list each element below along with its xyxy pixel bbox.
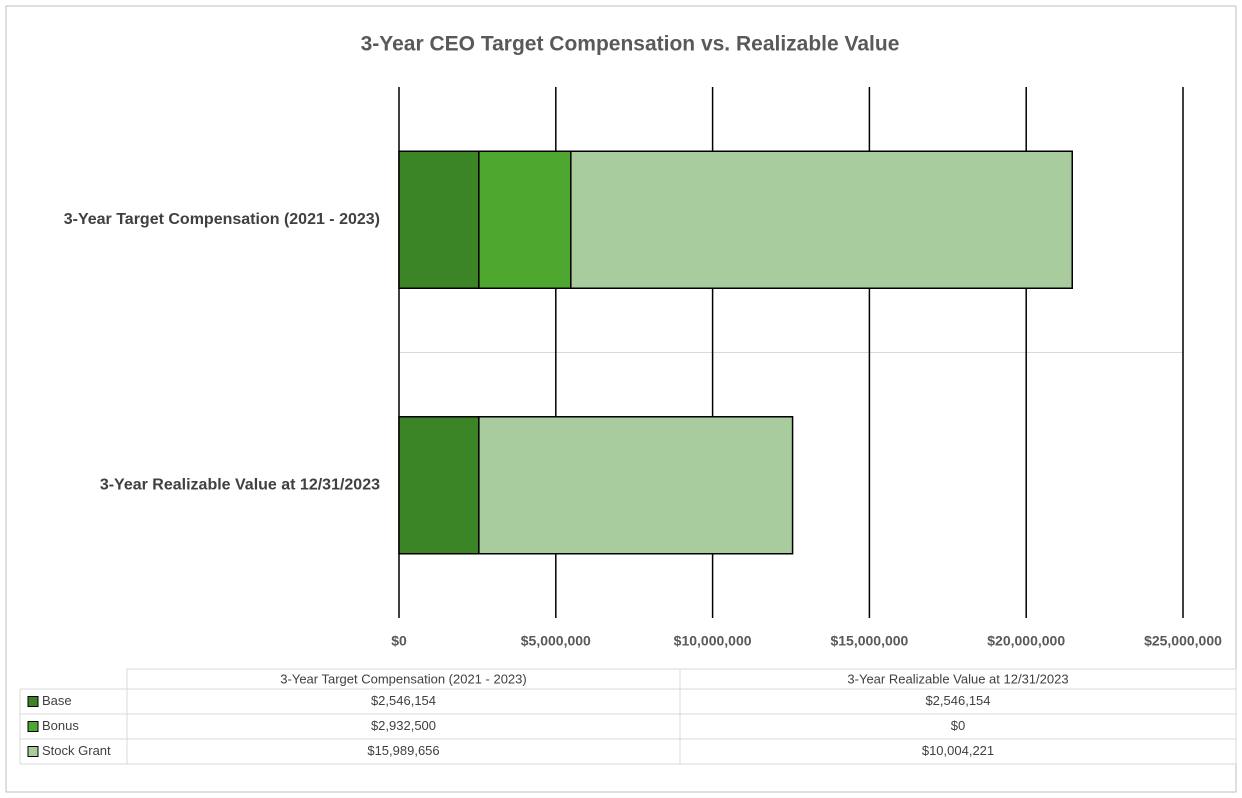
x-tick-label: $20,000,000: [987, 633, 1065, 649]
bar-segment: [570, 150, 1073, 289]
table-value: $2,546,154: [925, 693, 990, 708]
bar-segment: [398, 150, 480, 289]
table-value: $2,932,500: [371, 718, 436, 733]
x-tick-label: $0: [391, 633, 407, 649]
x-tick-label: $25,000,000: [1144, 633, 1222, 649]
table-value: $15,989,656: [367, 743, 439, 758]
legend-label: Stock Grant: [42, 743, 111, 758]
legend-swatch: [27, 746, 39, 757]
table-value: $10,004,221: [922, 743, 994, 758]
x-tick-label: $15,000,000: [830, 633, 908, 649]
legend-label: Base: [42, 693, 72, 708]
table-header: 3-Year Target Compensation (2021 - 2023): [280, 671, 526, 686]
bar-segment: [398, 416, 480, 555]
x-tick-label: $10,000,000: [674, 633, 752, 649]
y-tick-label: 3-Year Realizable Value at 12/31/2023: [100, 476, 380, 493]
legend-swatch: [27, 721, 39, 732]
legend-swatch: [27, 696, 39, 707]
bar-segment: [478, 150, 572, 289]
bar-segment: [478, 416, 794, 555]
table-header: 3-Year Realizable Value at 12/31/2023: [847, 671, 1068, 686]
table-value: $0: [951, 718, 965, 733]
chart-title: 3-Year CEO Target Compensation vs. Reali…: [361, 33, 900, 56]
y-tick-label: 3-Year Target Compensation (2021 - 2023): [64, 211, 380, 228]
x-tick-label: $5,000,000: [521, 633, 591, 649]
chart-frame: [5, 5, 1237, 793]
legend-label: Bonus: [42, 718, 79, 733]
table-value: $2,546,154: [371, 693, 436, 708]
